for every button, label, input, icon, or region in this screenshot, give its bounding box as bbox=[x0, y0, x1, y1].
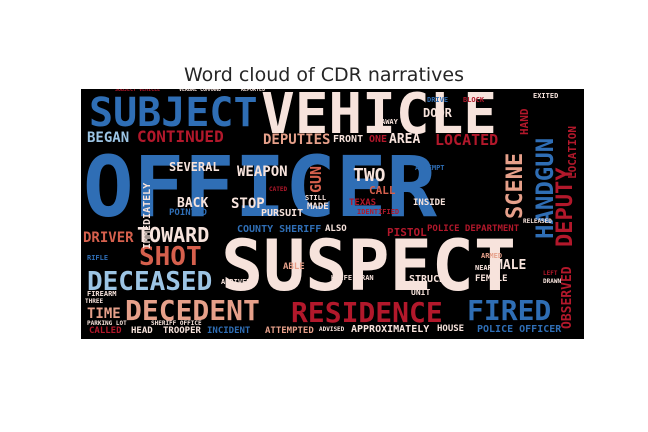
word-incident: INCIDENT bbox=[207, 326, 251, 336]
word-pointed: POINTED bbox=[169, 208, 207, 218]
word-cated: CATED bbox=[269, 186, 288, 193]
word-female: FEMALE bbox=[475, 274, 508, 284]
word-county-sheriff: COUNTY SHERIFF bbox=[237, 224, 322, 235]
word-back: BACK bbox=[177, 196, 209, 211]
word-drive: DRIVE bbox=[427, 96, 449, 104]
word-shot: SHOT bbox=[139, 242, 202, 272]
word-texas: TEXAS bbox=[349, 198, 377, 208]
word-three: THREE bbox=[85, 298, 104, 305]
word-struck: STRUCK bbox=[409, 274, 446, 285]
word-released: RELEASED bbox=[523, 218, 552, 225]
word-rifle: RIFLE bbox=[87, 254, 109, 262]
word-officer: OFFICER bbox=[83, 138, 438, 236]
word-reported: REPORTED bbox=[241, 89, 266, 93]
word-left: LEFT bbox=[543, 270, 558, 277]
word-also: ALSO bbox=[325, 224, 347, 234]
word-still: STILL bbox=[305, 194, 327, 202]
word-inside: INSIDE bbox=[413, 198, 446, 208]
word-hand: HAND bbox=[518, 108, 531, 136]
word-two: TWO bbox=[353, 165, 386, 186]
word-pursuit: PURSUIT bbox=[261, 208, 304, 219]
word-area: AREA bbox=[389, 132, 421, 147]
word-arrived: ARRIVED bbox=[221, 278, 251, 286]
word-called: CALLED bbox=[89, 326, 122, 336]
word-fired: FIRED bbox=[467, 294, 552, 327]
word-subject-vehicle: SUBJECT VEHICLE bbox=[115, 89, 161, 93]
word-immediately: IMMEDIATELY bbox=[142, 182, 153, 249]
word-away: AWAY bbox=[381, 118, 398, 126]
word-driver: DRIVER bbox=[83, 230, 134, 246]
word-deceased: DECEASED bbox=[87, 267, 213, 297]
word-toward: TOWARD bbox=[137, 223, 210, 247]
word-continued: CONTINUED bbox=[137, 127, 224, 146]
word-approximately: APPROXIMATELY bbox=[351, 324, 430, 335]
word-advised: ADVISED bbox=[319, 326, 345, 333]
word-scene: SCENE bbox=[503, 152, 528, 219]
word-several: SEVERAL bbox=[169, 160, 220, 174]
word-armed: ARMED bbox=[481, 252, 503, 260]
word-police-officer: POLICE OFFICER bbox=[477, 324, 562, 335]
word-deputies: DEPUTIES bbox=[263, 132, 331, 148]
word-police-department: POLICE DEPARTMENT bbox=[427, 224, 520, 234]
word-trooper: TROOPER bbox=[163, 326, 201, 336]
word-identified: IDENTIFIED bbox=[357, 208, 400, 216]
word-front: FRONT bbox=[333, 134, 364, 145]
word-exited: EXITED bbox=[533, 92, 559, 100]
word-one: ONE bbox=[369, 134, 388, 145]
word-began: BEGAN bbox=[87, 130, 130, 146]
word-drawn: DRAWN bbox=[543, 278, 562, 285]
word-location: LOCATION bbox=[566, 126, 579, 179]
word-firearm: FIREARM bbox=[87, 290, 117, 298]
word-verbal-command: VERBAL COMMAND bbox=[179, 89, 222, 93]
word-male: MALE bbox=[495, 258, 527, 273]
word-ran: RAN bbox=[361, 274, 374, 282]
word-decedent: DECEDENT bbox=[125, 294, 260, 327]
word-observed: OBSERVED bbox=[560, 266, 575, 329]
word-head: HEAD bbox=[131, 326, 153, 336]
word-cloud: SUBJECT VEHICLE OFFICER SUSPECT DECEDENT… bbox=[81, 89, 584, 339]
word-unit: UNIT bbox=[411, 288, 431, 297]
word-attempted: ATTEMPTED bbox=[265, 326, 314, 336]
figure-title: Word cloud of CDR narratives bbox=[183, 64, 465, 86]
word-made: MADE bbox=[307, 202, 329, 212]
word-suspect: SUSPECT bbox=[221, 225, 517, 307]
word-time: TIME bbox=[87, 306, 121, 322]
word-attempt: ATTEMPT bbox=[415, 164, 445, 172]
word-house: HOUSE bbox=[437, 324, 465, 334]
word-residence: RESIDENCE bbox=[291, 296, 443, 329]
word-sheriff-office: SHERIFF OFFICE bbox=[151, 320, 202, 327]
word-stop: STOP bbox=[231, 196, 265, 212]
word-block: BLOCK bbox=[463, 96, 485, 104]
word-able: ABLE bbox=[283, 262, 305, 272]
word-gun: GUN bbox=[307, 165, 325, 193]
word-vehicle: VEHICLE bbox=[261, 89, 498, 147]
word-subject: SUBJECT bbox=[89, 90, 258, 136]
word-pistol: PISTOL bbox=[387, 226, 427, 239]
word-door: DOOR bbox=[423, 106, 452, 120]
word-call: CALL bbox=[369, 184, 396, 197]
word-located: LOCATED bbox=[435, 131, 499, 149]
word-parking-lot: PARKING LOT bbox=[87, 320, 127, 327]
word-weapon: WEAPON bbox=[237, 164, 288, 180]
word-knife: KNIFE bbox=[331, 274, 353, 282]
word-deputy: DEPUTY bbox=[553, 167, 578, 247]
word-near: NEAR bbox=[475, 264, 492, 272]
